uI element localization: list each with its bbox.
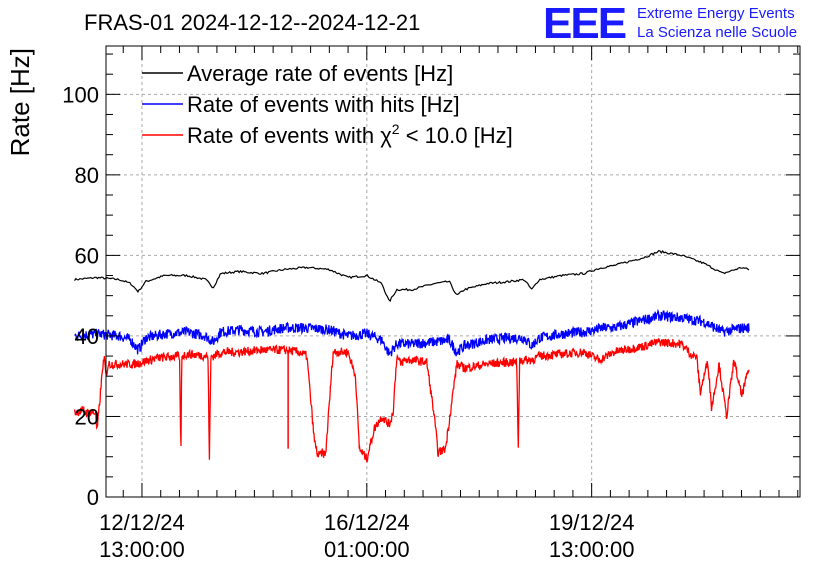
legend-label-avg: Average rate of events [Hz] (187, 61, 453, 86)
series-line-hits (74, 308, 750, 357)
y-tick-label: 20 (75, 404, 99, 429)
x-tick-label-time: 13:00:00 (549, 537, 635, 562)
logo-line-2: La Scienza nelle Scuole (637, 24, 798, 41)
y-tick-label: 40 (75, 324, 99, 349)
chart-title: FRAS-01 2024-12-12--2024-12-21 (84, 10, 421, 35)
logo-line-1: Extreme Energy Events (637, 5, 795, 22)
y-tick-label: 60 (75, 243, 99, 268)
series-line-chi2 (73, 338, 750, 463)
y-axis-label: Rate [Hz] (5, 48, 35, 156)
y-tick-label: 100 (62, 82, 99, 107)
y-tick-label: 0 (87, 485, 99, 510)
y-tick-label: 80 (75, 163, 99, 188)
x-tick-label-date: 12/12/24 (99, 510, 185, 535)
legend: Average rate of events [Hz] Rate of event… (142, 61, 513, 148)
legend-label-hits: Rate of events with hits [Hz] (187, 92, 460, 117)
series-line-avg (74, 249, 750, 303)
legend-label-chi2: Rate of events with χ2 < 10.0 [Hz] (187, 121, 513, 148)
plot-frame (105, 45, 801, 498)
x-tick-label-date: 16/12/24 (324, 510, 410, 535)
x-tick-label-time: 13:00:00 (99, 537, 185, 562)
x-tick-label-time: 01:00:00 (324, 537, 410, 562)
eee-logo-text: Extreme Energy Events La Scienza nelle S… (637, 4, 797, 42)
eee-logo: EEE (543, 0, 627, 48)
series-layer (73, 249, 750, 463)
x-tick-label-date: 19/12/24 (549, 510, 635, 535)
